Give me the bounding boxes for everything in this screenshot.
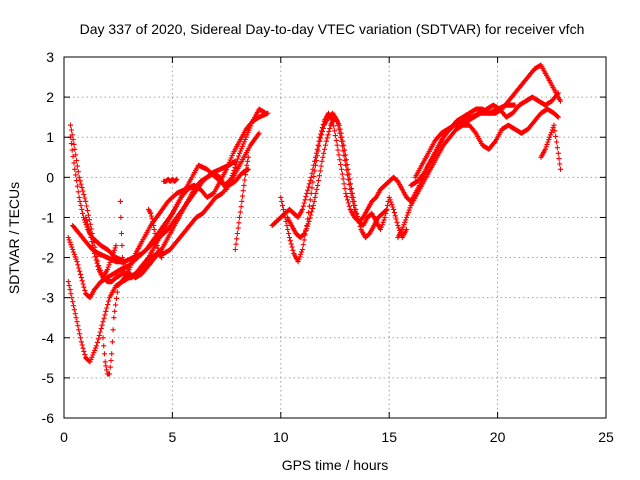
y-tick-label: 2 (46, 89, 54, 105)
data-points (67, 134, 128, 265)
y-tick-label: -6 (42, 410, 55, 426)
series-track-4 (100, 166, 251, 377)
series-track-7 (117, 182, 197, 281)
y-tick-label: -4 (42, 330, 55, 346)
x-tick-label: 5 (169, 429, 177, 445)
series-track-6 (67, 134, 128, 265)
data-points (232, 154, 251, 253)
y-tick-label: 1 (46, 129, 54, 145)
x-tick-label: 0 (60, 429, 68, 445)
x-tick-label: 15 (381, 429, 397, 445)
plot-frame (63, 56, 607, 419)
x-axis-title: GPS time / hours (282, 457, 389, 473)
series-track-9 (146, 206, 165, 261)
y-tick-label: -2 (42, 250, 55, 266)
series-track-17 (412, 90, 561, 180)
data-points (70, 158, 238, 265)
series-track-15 (395, 106, 561, 241)
y-tick-label: -3 (42, 290, 55, 306)
data-points (117, 182, 197, 281)
x-tick-labels: 0 5 10 15 20 25 (60, 429, 614, 445)
y-tick-label: -1 (42, 209, 55, 225)
data-points (146, 206, 165, 261)
x-tick-label: 20 (490, 429, 506, 445)
data-points (408, 62, 564, 188)
series-track-8 (83, 214, 119, 281)
data-points (83, 214, 119, 281)
y-tick-label: 3 (46, 49, 54, 65)
chart-title: Day 337 of 2020, Sidereal Day-to-day VTE… (80, 21, 585, 37)
data-points (161, 176, 180, 184)
data-points (412, 90, 561, 180)
x-tick-label: 10 (273, 429, 289, 445)
x-tick-label: 25 (598, 429, 614, 445)
series-track-5 (70, 158, 238, 265)
series-track-18 (538, 122, 564, 172)
ticks-layer (63, 56, 607, 419)
data-points (395, 106, 561, 241)
series-layer (65, 62, 564, 377)
y-tick-labels: -6 -5 -4 -3 -2 -1 0 1 2 3 (42, 49, 55, 426)
data-points (284, 114, 390, 241)
series-track-14 (284, 114, 390, 241)
data-points (100, 166, 251, 377)
y-tick-label: 0 (46, 169, 54, 185)
y-axis-title: SDTVAR / TECUs (6, 182, 22, 294)
series-track-10 (161, 176, 180, 184)
series-track-11 (232, 154, 251, 253)
data-points (538, 122, 564, 172)
y-tick-label: -5 (42, 370, 55, 386)
series-track-16 (408, 62, 564, 188)
